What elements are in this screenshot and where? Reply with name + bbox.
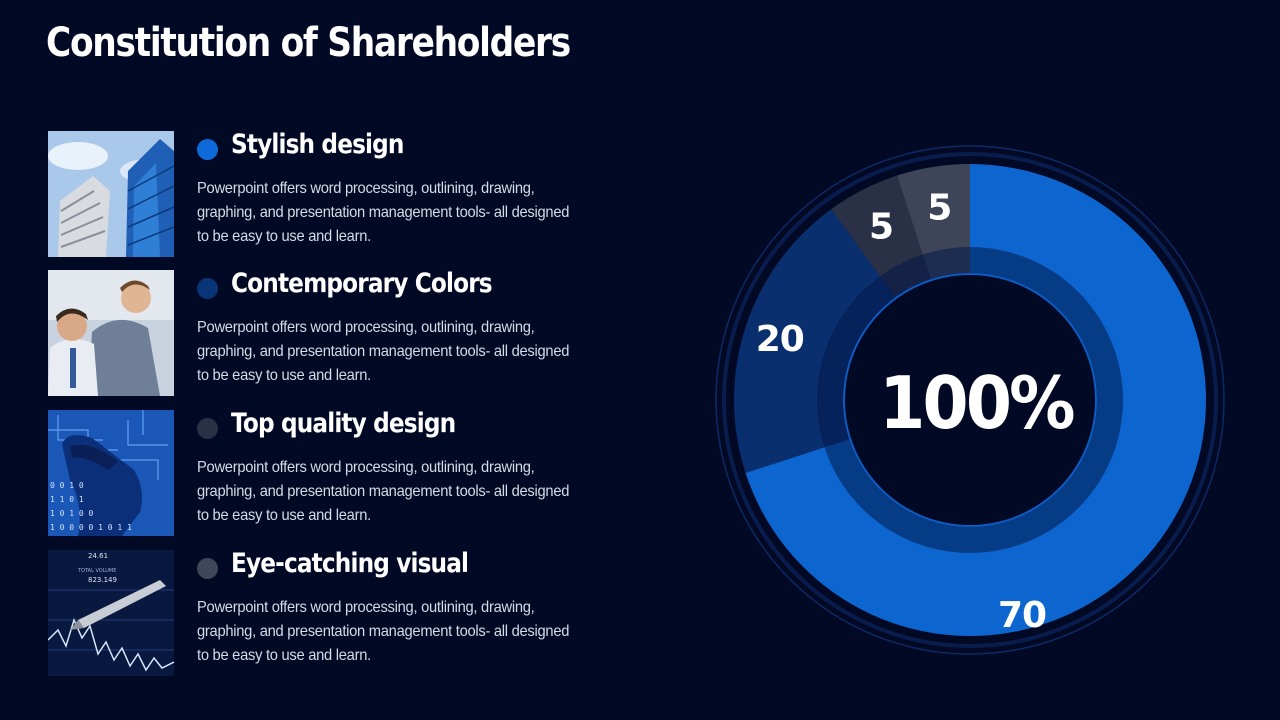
svg-text:24.61: 24.61: [88, 552, 108, 560]
inner-ring-edge: [843, 273, 1097, 527]
donut-slice-label: 5: [927, 187, 951, 228]
item-title: Top quality design: [231, 408, 456, 439]
bullet-dot: [197, 139, 218, 160]
svg-text:0 0 1 0: 0 0 1 0: [50, 481, 84, 490]
digital-head-photo-icon: 0 0 1 0 1 1 0 1 1 0 1 0 0 1 0 0 0 0 1 0 …: [48, 410, 174, 536]
item-description: Powerpoint offers word processing, outli…: [197, 459, 570, 524]
item-title: Eye-catching visual: [231, 548, 469, 579]
outer-ring-glow: [722, 152, 1218, 648]
item-title: Contemporary Colors: [231, 268, 493, 299]
svg-text:1 0 0 0 0 1 0 1 1: 1 0 0 0 0 1 0 1 1: [50, 523, 132, 532]
feature-item: 24.61 TOTAL VOLUME 823.149 Eye-catching …: [48, 548, 608, 676]
donut-slice: [734, 209, 896, 473]
feature-item: 0 0 1 0 1 1 0 1 1 0 1 0 0 1 0 0 0 0 1 0 …: [48, 408, 608, 536]
svg-text:823.149: 823.149: [88, 576, 117, 584]
item-description: Powerpoint offers word processing, outli…: [197, 599, 570, 664]
bullet-dot: [197, 418, 218, 439]
outer-ring: [715, 145, 1225, 655]
item-description: Powerpoint offers word processing, outli…: [197, 319, 570, 384]
bullet-dot: [197, 278, 218, 299]
svg-text:1 1 0 1: 1 1 0 1: [50, 495, 84, 504]
stock-chart-photo-icon: 24.61 TOTAL VOLUME 823.149: [48, 550, 174, 676]
donut-slice-label: 5: [869, 206, 893, 247]
donut-hole: [843, 273, 1097, 527]
svg-text:TOTAL VOLUME: TOTAL VOLUME: [77, 568, 116, 574]
feature-item: Stylish design Powerpoint offers word pr…: [48, 129, 608, 257]
item-title: Stylish design: [231, 129, 404, 160]
feature-item: Contemporary Colors Powerpoint offers wo…: [48, 268, 608, 396]
donut-center-label: 100%: [879, 362, 1074, 445]
skyscraper-photo-icon: [48, 131, 174, 257]
business-people-photo-icon: [48, 270, 174, 396]
page-title: Constitution of Shareholders: [46, 20, 571, 66]
item-description: Powerpoint offers word processing, outli…: [197, 180, 570, 245]
donut-slice: [745, 164, 1206, 636]
donut-slice-label: 20: [756, 319, 804, 360]
bullet-dot: [197, 558, 218, 579]
donut-slice-label: 70: [998, 595, 1046, 636]
shareholder-donut-chart: 100% 70 20 5 5: [700, 130, 1240, 670]
svg-text:1 0 1 0 0: 1 0 1 0 0: [50, 509, 94, 518]
